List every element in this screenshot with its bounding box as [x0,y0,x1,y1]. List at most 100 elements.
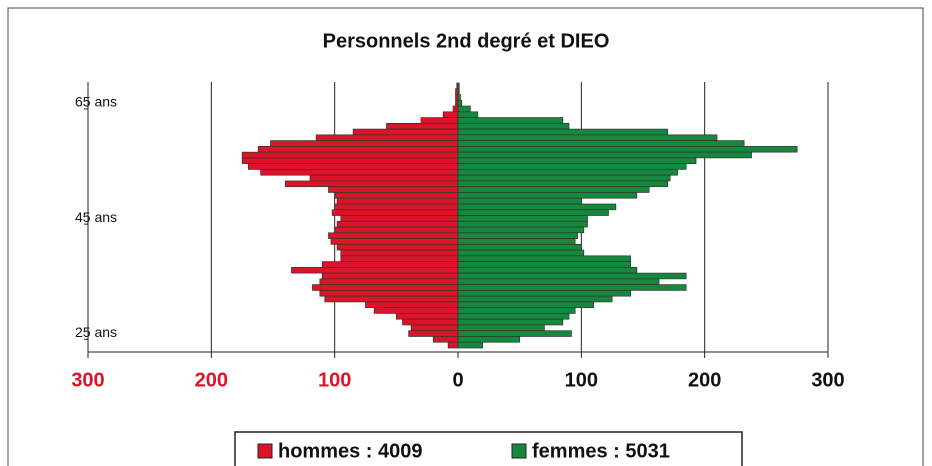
frame [7,7,924,466]
legend-swatch [257,443,273,459]
bar [457,180,669,188]
bar [319,290,459,297]
bar [457,151,752,159]
bar [270,140,459,147]
legend-label: hommes : 4009 [278,440,423,462]
bar [457,295,613,303]
bar [457,278,660,285]
legend-label: femmes : 5031 [532,440,670,462]
bar [457,134,718,141]
bar [457,169,678,176]
bar [315,134,459,141]
bar [457,232,578,239]
x-tick-label: 100 [318,369,351,391]
bar [284,180,459,188]
bar [340,255,459,262]
bar [352,128,459,136]
x-tick-label: 100 [565,369,598,391]
bar [241,151,459,159]
y-tick-label: 45 ans [75,209,117,225]
x-tick-label: 300 [71,369,104,391]
bar [309,174,459,182]
bar [455,99,459,107]
bar [247,163,459,170]
bar [319,278,459,285]
bar [457,163,687,170]
bar [457,255,632,262]
bar [457,140,745,147]
bar [365,301,459,309]
bar [340,249,459,257]
bar [334,192,459,199]
bar [457,330,572,337]
bar [457,238,576,245]
bar [457,197,582,205]
bar [457,128,669,136]
bar [457,301,595,309]
bar [455,88,459,95]
bar [395,313,459,320]
bar [241,157,459,165]
bar [457,111,479,118]
x-tick-label: 200 [688,369,721,391]
bar [386,122,459,130]
bar [334,226,459,234]
chart-title: Personnels 2nd degré et DIEO [323,30,610,52]
bar [432,336,459,343]
bar [312,284,459,291]
bar [334,203,459,211]
bar [457,203,617,211]
bar [457,266,638,274]
bar [331,209,459,216]
bar [420,117,459,124]
bar [321,261,459,268]
bar [457,94,461,101]
bar [336,243,459,251]
bar [457,209,609,216]
bar [260,169,459,176]
bar [340,215,459,222]
bar [457,174,671,182]
bar [321,272,459,280]
bar [257,146,459,153]
bar [330,238,459,245]
bar [373,307,459,314]
bar [455,94,459,101]
bar [457,82,460,90]
bar [457,192,638,199]
x-tick-label: 200 [195,369,228,391]
bar [457,324,545,332]
x-tick-label: 300 [811,369,844,391]
bar [457,243,582,251]
bar [457,284,687,291]
bar [408,330,459,337]
bar [457,261,632,268]
bar [457,318,564,326]
bar [457,220,588,228]
bar [457,226,585,234]
x-tick-label: 0 [452,369,463,391]
bar [452,105,459,113]
bar [457,290,632,297]
bar [324,295,459,303]
bar [457,117,564,124]
bar [457,186,650,193]
bar [457,249,585,257]
bar [457,99,463,107]
bar [402,318,459,326]
bar [457,122,570,130]
bar [457,105,471,113]
y-tick-label: 25 ans [75,324,117,340]
bar [457,313,570,320]
bar [447,341,459,349]
bar [457,157,697,165]
bar [457,341,484,349]
bar [442,111,459,118]
bar [410,324,459,332]
bar [328,186,459,193]
bar [336,197,459,205]
bar [291,266,459,274]
bar [457,88,460,95]
bar [457,307,576,314]
